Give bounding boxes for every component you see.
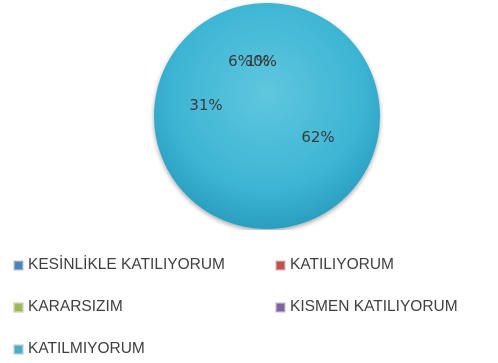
legend-item-kararsizim: KARARSIZIM <box>14 298 123 316</box>
legend-item-kesinlikle-katiliyorum: KESİNLİKLE KATILIYORUM <box>14 256 225 274</box>
slice-data-label: 0% <box>253 52 277 70</box>
legend-item-kismen-katiliyorum: KISMEN KATILIYORUM <box>276 298 458 316</box>
legend-swatch <box>14 344 23 354</box>
legend-label: KATILMIYORUM <box>28 340 145 357</box>
legend-swatch <box>14 302 23 312</box>
legend-swatch <box>14 260 23 270</box>
legend-label: KISMEN KATILIYORUM <box>290 298 458 315</box>
pie-labels: 6%1%0% 31% 62% <box>189 52 334 146</box>
legend-swatch <box>276 260 285 270</box>
slice-data-label: 1% <box>246 52 270 70</box>
legend-label: KESİNLİKLE KATILIYORUM <box>28 256 225 273</box>
pie-slice-katilmiyorum <box>154 3 380 229</box>
pie-slices <box>154 3 380 229</box>
slice-data-label: 6% <box>228 52 252 70</box>
slice-data-label: 62% <box>301 128 334 146</box>
pie-chart: 6%1%0% 31% 62% <box>154 3 380 229</box>
legend-swatch <box>276 302 285 312</box>
slice-data-label: 31% <box>189 96 222 114</box>
legend-label: KARARSIZIM <box>28 298 123 315</box>
legend-item-katiliyorum: KATILIYORUM <box>276 256 394 274</box>
legend-item-katilmiyorum: KATILMIYORUM <box>14 340 145 358</box>
legend-label: KATILIYORUM <box>290 256 394 273</box>
